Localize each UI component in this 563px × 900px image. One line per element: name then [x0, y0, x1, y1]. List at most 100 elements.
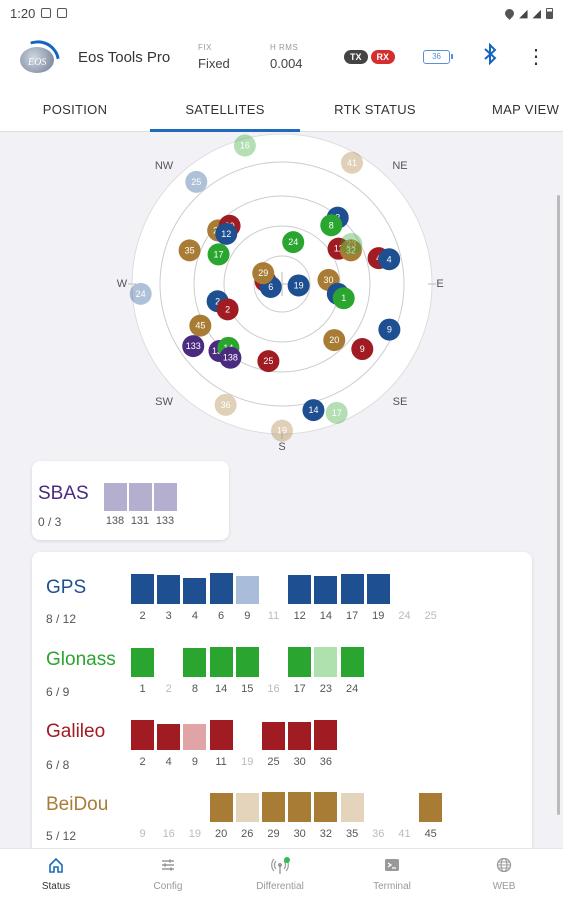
satellite-marker: 9 — [351, 338, 374, 361]
satellite-dot — [340, 233, 363, 255]
satellite-dot — [302, 399, 325, 422]
gps-sat-id: 25 — [424, 610, 437, 622]
nav-status[interactable]: Status — [0, 849, 112, 900]
beidou-signal-bar — [314, 792, 338, 822]
scrollbar[interactable] — [557, 195, 560, 815]
satellite-dot — [351, 338, 374, 361]
satellite-id: 9 — [387, 325, 392, 335]
terminal-icon — [336, 857, 448, 877]
active-tab-indicator — [150, 129, 300, 132]
satellite-marker: 20 — [323, 329, 346, 352]
glonass-sat-id: 1 — [139, 683, 146, 695]
gps-sat-id: 12 — [293, 610, 306, 622]
satellite-id: 36 — [221, 400, 231, 410]
status-bar: 1:20 ◢ ◢ — [0, 0, 563, 26]
fix-label: FIX — [198, 43, 212, 52]
app-title: Eos Tools Pro — [78, 48, 171, 66]
satellite-dot — [185, 170, 208, 193]
beidou-sat-id: 36 — [372, 828, 385, 840]
satellite-marker: 17 — [207, 243, 230, 266]
dir-label-e: E — [436, 278, 443, 290]
satellite-dot — [320, 214, 343, 237]
satellite-marker: 25 — [185, 170, 208, 193]
glonass-signal-bar — [235, 647, 259, 677]
satellite-id: 32 — [346, 245, 356, 255]
satellite-id: 138 — [223, 353, 238, 363]
satellite-dot — [271, 419, 293, 442]
sliders-icon — [112, 857, 224, 877]
satellite-dot — [323, 329, 346, 352]
gps-sat-id: 2 — [139, 610, 146, 622]
bluetooth-icon[interactable] — [480, 42, 500, 71]
galileo-sat-id: 4 — [165, 756, 172, 768]
satellite-id: 30 — [323, 275, 333, 285]
beidou-signal-bar — [419, 793, 443, 822]
beidou-sat-id: 20 — [214, 828, 228, 840]
galileo-sat-id: 30 — [293, 756, 306, 768]
more-options-icon[interactable]: ⋮ — [526, 46, 547, 68]
antenna-icon — [224, 857, 336, 877]
gps-signal-bar — [366, 574, 390, 604]
beidou-sat-id: 30 — [293, 828, 306, 840]
tx-badge: TX — [344, 50, 368, 64]
sbas-sat-id: 133 — [155, 515, 175, 527]
gps-signal-bar — [209, 573, 233, 604]
sbas-signal-bar — [154, 483, 177, 511]
satellite-marker: 32 — [339, 239, 362, 262]
satellite-marker: 35 — [178, 239, 201, 262]
satellite-id: 2 — [225, 304, 230, 314]
satellite-id: 29 — [258, 268, 268, 278]
satellite-marker: 45 — [189, 314, 212, 337]
gps-signal-bar — [183, 578, 207, 604]
galileo-signal-bar — [288, 722, 312, 750]
satellite-id: 24 — [288, 237, 298, 247]
satellite-marker: 16 — [233, 134, 256, 157]
galileo-signal-bar — [314, 720, 338, 750]
elevation-ring-75 — [253, 255, 311, 313]
sbas-signal-bar — [129, 483, 152, 511]
image-notification-icon — [41, 8, 52, 18]
gps-name: GPS — [46, 577, 87, 598]
beidou-sat-id: 9 — [139, 828, 146, 840]
receiver-battery: 36 — [423, 50, 454, 64]
satellite-marker: 23 — [340, 233, 363, 255]
nav-config[interactable]: Config — [112, 849, 224, 900]
satellite-marker: 4 — [378, 248, 401, 271]
sbas-signal-bar — [104, 483, 127, 511]
satellite-dot — [282, 231, 305, 254]
dir-label-ne: NE — [392, 160, 407, 172]
gps-signal-bar — [157, 575, 181, 604]
glonass-signal-bar — [288, 647, 312, 677]
nav-config-label: Config — [153, 881, 183, 892]
nav-web[interactable]: WEB — [448, 849, 560, 900]
fix-metric: FIX Fixed — [198, 43, 260, 71]
satellite-dot — [214, 393, 237, 416]
tab-map-view[interactable]: MAP VIEW — [492, 102, 560, 117]
tab-position[interactable]: POSITION — [42, 102, 108, 117]
tab-rtk-status[interactable]: RTK STATUS — [334, 102, 416, 117]
satellite-id: 14 — [308, 405, 318, 415]
nav-differential[interactable]: Differential — [224, 849, 336, 900]
gps-sat-id: 24 — [398, 610, 411, 622]
satellite-dot — [325, 401, 348, 424]
satellite-id: 4 — [387, 254, 392, 264]
satellite-id: 19 — [277, 426, 287, 436]
galileo-signal-bar — [131, 720, 154, 750]
dir-label-sw: SW — [155, 396, 173, 408]
beidou-sat-id: 19 — [188, 828, 202, 840]
glonass-sat-id: 17 — [293, 683, 306, 695]
gps-sat-id: 4 — [191, 610, 198, 622]
satellite-layer: 1641253826301235172411322344366291930112… — [129, 134, 401, 442]
satellite-dot — [257, 350, 280, 373]
beidou-sat-id: 16 — [162, 828, 175, 840]
satellite-id: 2 — [215, 296, 220, 306]
sbas-name: SBAS — [38, 483, 89, 504]
nav-differential-label: Differential — [256, 881, 304, 892]
tab-satellites[interactable]: SATELLITES — [185, 102, 265, 117]
glonass-signal-bar — [209, 647, 233, 677]
satellite-marker: 24 — [129, 282, 152, 305]
galileo-sat-id: 36 — [319, 756, 333, 768]
dir-label-nw: NW — [155, 160, 174, 172]
elevation-ring-15 — [159, 161, 405, 407]
nav-terminal[interactable]: Terminal — [336, 849, 448, 900]
